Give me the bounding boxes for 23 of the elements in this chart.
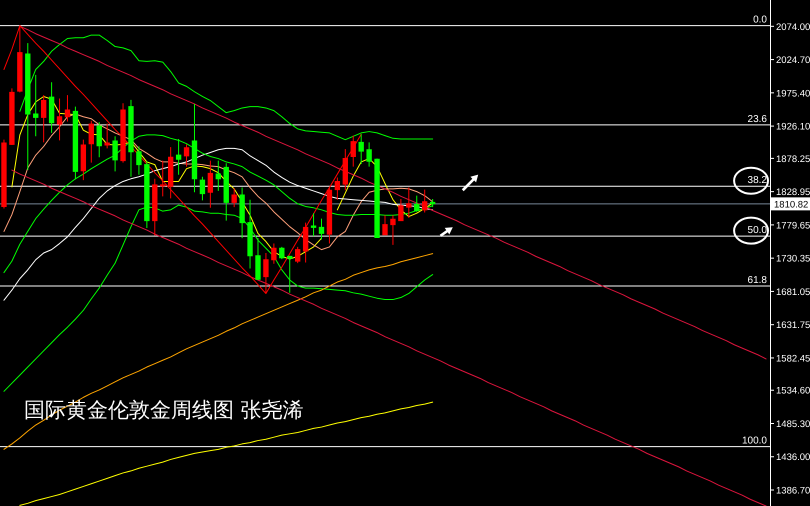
- y-tick-label: 1779.65: [776, 220, 810, 232]
- level-label: 61.8: [748, 275, 767, 286]
- y-tick-label: 1582.45: [776, 353, 810, 364]
- y-tick-label: 1730.35: [776, 254, 810, 265]
- level-label: 38.2: [748, 175, 767, 186]
- y-tick-label: 1631.75: [776, 320, 810, 332]
- y-tick-label: 1878.25: [776, 154, 810, 165]
- level-label: 100.0: [742, 436, 767, 447]
- y-tick-label: 1485.30: [776, 419, 810, 430]
- y-tick-label: 2024.70: [776, 55, 810, 66]
- y-tick-label: 1926.10: [776, 122, 810, 133]
- y-tick-label: 1534.60: [776, 386, 810, 397]
- y-tick-label: 1436.00: [776, 452, 810, 464]
- level-label: 0.0: [753, 14, 767, 26]
- y-tick-label: 1386.70: [776, 486, 810, 496]
- y-tick-label: 2074.00: [776, 22, 810, 33]
- y-tick-label: 1975.40: [776, 88, 810, 100]
- price-tag: 1810.82: [771, 197, 810, 210]
- level-label: 50.0: [748, 225, 767, 236]
- y-tick-label: 1681.05: [776, 286, 810, 298]
- ref-line-label: 1810.82: [774, 199, 808, 210]
- y-tick-label: 1828.95: [776, 187, 810, 198]
- level-label: 23.6: [748, 114, 767, 125]
